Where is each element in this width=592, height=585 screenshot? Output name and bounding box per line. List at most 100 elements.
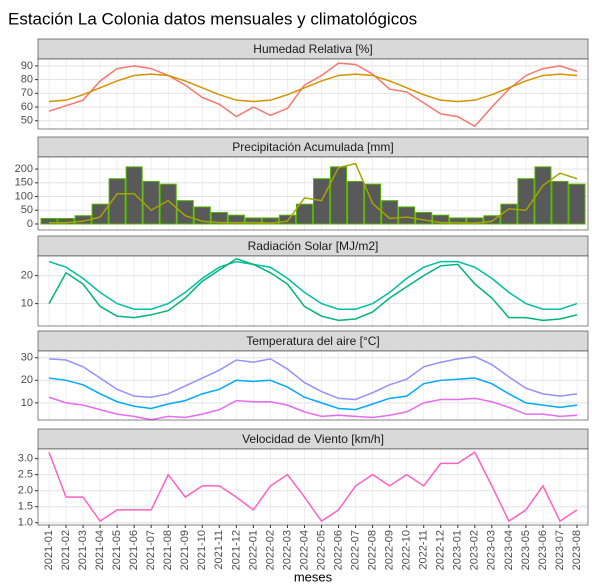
y-tick-label: 2.0 (18, 485, 33, 497)
x-tick-label: 2022-05 (315, 530, 327, 570)
panel (38, 351, 588, 420)
panel-border (37, 350, 589, 421)
panel-title: Temperatura del aire [°C] (246, 334, 380, 348)
y-tick-label: 1.5 (18, 501, 33, 513)
bar (125, 166, 143, 225)
bar (330, 166, 348, 225)
x-tick-label: 2021-11 (213, 530, 225, 570)
bar (244, 217, 262, 225)
x-tick-label: 2021-08 (162, 530, 174, 570)
bar (295, 203, 313, 225)
line (48, 355, 578, 401)
bar (466, 217, 484, 225)
y-tick-label: 0 (27, 218, 33, 230)
panel-border (37, 448, 589, 526)
y-tick-label: 50 (21, 204, 33, 216)
x-tick-label: 2022-11 (418, 530, 430, 570)
x-tick-label: 2022-10 (401, 530, 413, 570)
bar (159, 183, 177, 225)
x-tick-label: 2023-06 (537, 530, 549, 570)
x-tick-label: 2022-07 (349, 530, 361, 570)
bar (40, 217, 58, 225)
panel-title: Radiación Solar [MJ/m2] (248, 239, 379, 253)
line (48, 396, 578, 421)
panel-border (37, 58, 589, 130)
x-tick-label: 2023-08 (571, 530, 583, 570)
x-tick-label: 2021-10 (196, 530, 208, 570)
x-tick-label: 2021-01 (43, 530, 55, 570)
panel (38, 59, 588, 129)
x-tick-label: 2023-04 (503, 530, 515, 570)
bar (142, 180, 160, 225)
x-tick-label: 2021-02 (60, 530, 72, 570)
panel-border (37, 255, 589, 327)
bar (551, 180, 569, 225)
panel-title: Humedad Relativa [%] (253, 42, 372, 56)
bar (278, 214, 296, 225)
bar (261, 217, 279, 225)
y-tick-label: 50 (21, 115, 33, 127)
x-tick-label: 2023-05 (520, 530, 532, 570)
bar (108, 178, 126, 225)
x-tick-label: 2022-06 (332, 530, 344, 570)
x-tick-label: 2022-12 (435, 530, 447, 570)
x-tick-label: 2021-07 (145, 530, 157, 570)
x-tick-label: 2022-02 (264, 530, 276, 570)
panel (38, 256, 588, 326)
x-axis-label: meses (294, 569, 333, 584)
bar (432, 214, 450, 225)
y-tick-label: 100 (15, 190, 33, 202)
line (48, 62, 578, 128)
x-tick-label: 2021-12 (230, 530, 242, 570)
x-tick-label: 2023-03 (486, 530, 498, 570)
line (48, 451, 578, 523)
y-tick-label: 80 (21, 73, 33, 85)
bar (449, 217, 467, 225)
x-tick-label: 2022-03 (281, 530, 293, 570)
bar (500, 203, 518, 225)
y-tick-label: 10 (21, 298, 33, 310)
bar (227, 214, 245, 225)
panel-title: Precipitación Acumulada [mm] (232, 140, 393, 154)
y-tick-label: 1.0 (18, 517, 33, 529)
bar (398, 206, 416, 225)
y-tick-label: 150 (15, 177, 33, 189)
y-tick-label: 20 (21, 374, 33, 386)
x-tick-label: 2021-03 (77, 530, 89, 570)
y-tick-label: 200 (15, 163, 33, 175)
x-tick-label: 2023-01 (452, 530, 464, 570)
y-tick-label: 90 (21, 60, 33, 72)
panel-title: Velocidad de Viento [km/h] (242, 432, 384, 446)
bar (568, 183, 586, 225)
line (48, 73, 578, 103)
panel (38, 449, 588, 525)
line (48, 377, 578, 411)
y-tick-label: 60 (21, 101, 33, 113)
y-tick-label: 3.0 (18, 453, 33, 465)
y-tick-label: 30 (21, 352, 33, 364)
bar (534, 166, 552, 225)
bar (483, 215, 501, 225)
x-tick-label: 2021-05 (111, 530, 123, 570)
x-tick-label: 2023-07 (554, 530, 566, 570)
x-tick-label: 2021-04 (94, 530, 106, 570)
x-tick-label: 2022-01 (247, 530, 259, 570)
bar (176, 200, 194, 225)
x-tick-label: 2022-04 (298, 530, 310, 570)
x-tick-label: 2022-08 (367, 530, 379, 570)
x-tick-label: 2023-02 (469, 530, 481, 570)
line (49, 162, 578, 224)
y-tick-label: 2.5 (18, 469, 33, 481)
y-tick-label: 10 (21, 397, 33, 409)
bar (210, 211, 228, 225)
x-tick-label: 2022-09 (384, 530, 396, 570)
bar (517, 178, 535, 225)
x-tick-label: 2021-06 (128, 530, 140, 570)
bar (381, 200, 399, 225)
x-tick-label: 2021-09 (179, 530, 191, 570)
chart-title: Estación La Colonia datos mensuales y cl… (8, 9, 417, 28)
line (48, 260, 578, 310)
panel-border (37, 156, 589, 231)
bar (347, 180, 365, 225)
